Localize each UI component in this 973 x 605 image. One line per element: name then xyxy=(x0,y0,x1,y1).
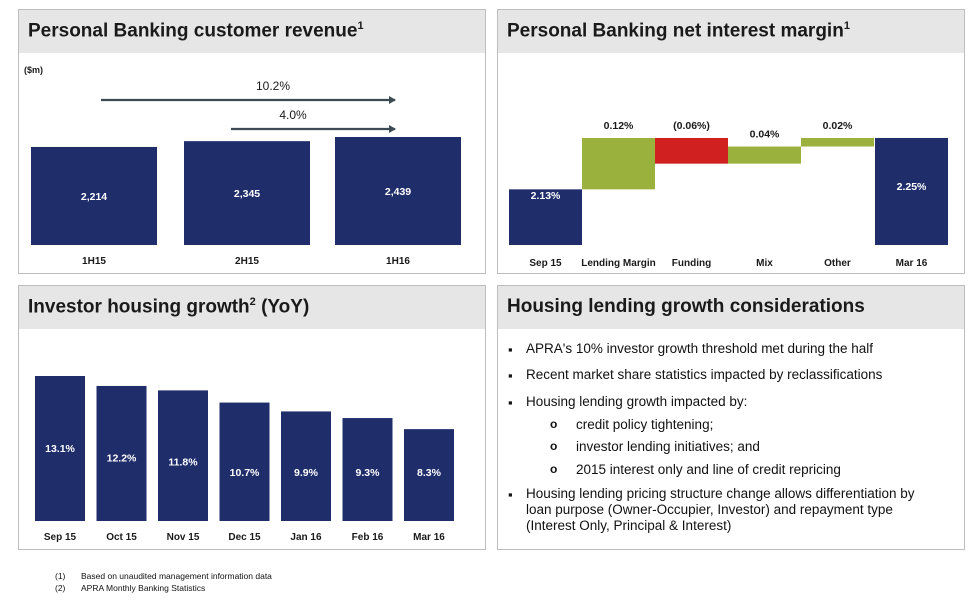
tick-label: Dec 15 xyxy=(228,532,261,543)
subbullet-marker: o xyxy=(550,439,558,453)
data-label: 13.1% xyxy=(45,443,75,455)
bullet-item: Housing lending pricing structure change… xyxy=(526,486,915,501)
investor-chart: 13.1% Sep 15 12.2% Oct 15 11.8% Nov 15 10.7% De… xyxy=(35,376,454,543)
total-bar xyxy=(875,137,948,245)
bar xyxy=(342,418,393,521)
total-bar xyxy=(509,189,582,245)
revenue-title: Personal Banking customer revenue1 xyxy=(28,20,364,42)
data-label: 2,214 xyxy=(81,191,107,203)
investor-title: Investor housing growth2 (YoY) xyxy=(28,296,310,318)
footnote-number: (2) xyxy=(55,583,66,593)
tick-label: Funding xyxy=(672,258,711,269)
growth-label: 4.0% xyxy=(279,108,307,122)
nim-chart: 2.13% Sep 15 0.12% Lending Margin (0.06%) Fun… xyxy=(509,120,948,269)
tick-label: Oct 15 xyxy=(106,532,137,543)
subbullet-marker: o xyxy=(550,417,558,431)
data-label: 2,439 xyxy=(385,186,411,198)
tick-label: Mar 16 xyxy=(413,532,445,543)
data-label: 0.04% xyxy=(750,129,780,141)
footnote: (2) APRA Monthly Banking Statistics xyxy=(55,582,272,594)
data-label: 12.2% xyxy=(107,452,137,464)
investor-panel: Investor housing growth2 (YoY) 13.1% Sep … xyxy=(18,285,486,550)
tick-label: Jan 16 xyxy=(290,532,322,543)
bar xyxy=(219,402,270,521)
data-label: 10.7% xyxy=(230,467,260,479)
tick-label: Other xyxy=(824,258,851,269)
bullet-item-continued: (Interest Only, Principal & Interest) xyxy=(526,518,732,533)
subbullet-item: credit policy tightening; xyxy=(576,417,714,432)
revenue-panel-header: Personal Banking customer revenue1 xyxy=(19,10,485,53)
data-label: 8.3% xyxy=(417,467,442,479)
data-label: 2,345 xyxy=(234,188,260,200)
tick-label: Mar 16 xyxy=(896,258,928,269)
tick-label: 2H15 xyxy=(235,256,259,267)
data-label: (0.06%) xyxy=(673,120,710,132)
delta-bar xyxy=(728,146,801,164)
bar xyxy=(96,385,147,521)
tick-label: Sep 15 xyxy=(44,532,77,543)
tick-label: Sep 15 xyxy=(529,258,562,269)
footnote-text: Based on unaudited management informatio… xyxy=(81,571,272,581)
growth-label: 10.2% xyxy=(256,79,290,93)
bar xyxy=(35,376,85,521)
bar xyxy=(184,141,310,245)
nim-panel: Personal Banking net interest margin1 2.… xyxy=(497,9,965,274)
investor-panel-header: Investor housing growth2 (YoY) xyxy=(19,286,485,329)
revenue-chart: ($m) 2,214 1H15 2,345 2H15 2,439 1H16 10.2% 4.0% xyxy=(24,65,461,267)
bar xyxy=(281,411,331,521)
housing-panel: Housing lending growth considerations ▪ … xyxy=(497,285,965,550)
revenue-panel: Personal Banking customer revenue1 ($m) 2… xyxy=(18,9,486,274)
nim-title: Personal Banking net interest margin1 xyxy=(507,20,850,42)
bar xyxy=(335,137,461,245)
data-label: 2.13% xyxy=(531,190,561,202)
bar xyxy=(404,429,454,521)
data-label: 0.02% xyxy=(823,120,853,132)
delta-bar xyxy=(582,137,655,190)
footnotes: (1) Based on unaudited management informa… xyxy=(55,570,272,594)
data-label: 0.12% xyxy=(604,120,634,132)
tick-label: Feb 16 xyxy=(352,532,384,543)
delta-bar xyxy=(801,137,874,147)
bullet-item-continued: loan purpose (Owner-Occupier, Investor) … xyxy=(526,502,893,517)
nim-panel-header: Personal Banking net interest margin1 xyxy=(498,10,964,53)
bullet-marker: ▪ xyxy=(508,342,513,357)
bullet-marker: ▪ xyxy=(508,395,513,410)
data-label: 9.3% xyxy=(356,467,381,479)
footnote: (1) Based on unaudited management informa… xyxy=(55,570,272,582)
bullet-item: Housing lending growth impacted by: xyxy=(526,394,748,409)
bar xyxy=(158,390,208,521)
subbullet-item: investor lending initiatives; and xyxy=(576,439,760,454)
tick-label: 1H16 xyxy=(386,256,410,267)
subbullet-item: 2015 interest only and line of credit re… xyxy=(576,462,841,477)
delta-bar xyxy=(655,137,728,164)
tick-label: Mix xyxy=(756,258,773,269)
bar xyxy=(31,146,157,245)
footnote-text: APRA Monthly Banking Statistics xyxy=(81,583,206,593)
housing-panel-header: Housing lending growth considerations xyxy=(498,286,964,329)
footnote-number: (1) xyxy=(55,571,66,581)
tick-label: Nov 15 xyxy=(167,532,200,543)
unit-label: ($m) xyxy=(24,65,43,75)
subbullet-marker: o xyxy=(550,462,558,476)
data-label: 9.9% xyxy=(294,467,319,479)
bullet-marker: ▪ xyxy=(508,487,513,502)
housing-title: Housing lending growth considerations xyxy=(507,296,865,317)
bullet-item: Recent market share statistics impacted … xyxy=(526,367,883,382)
data-label: 11.8% xyxy=(168,457,198,469)
tick-label: 1H15 xyxy=(82,256,106,267)
bullet-marker: ▪ xyxy=(508,368,513,383)
bullet-item: APRA's 10% investor growth threshold met… xyxy=(526,341,874,356)
data-label: 2.25% xyxy=(897,181,927,193)
tick-label: Lending Margin xyxy=(581,258,655,269)
